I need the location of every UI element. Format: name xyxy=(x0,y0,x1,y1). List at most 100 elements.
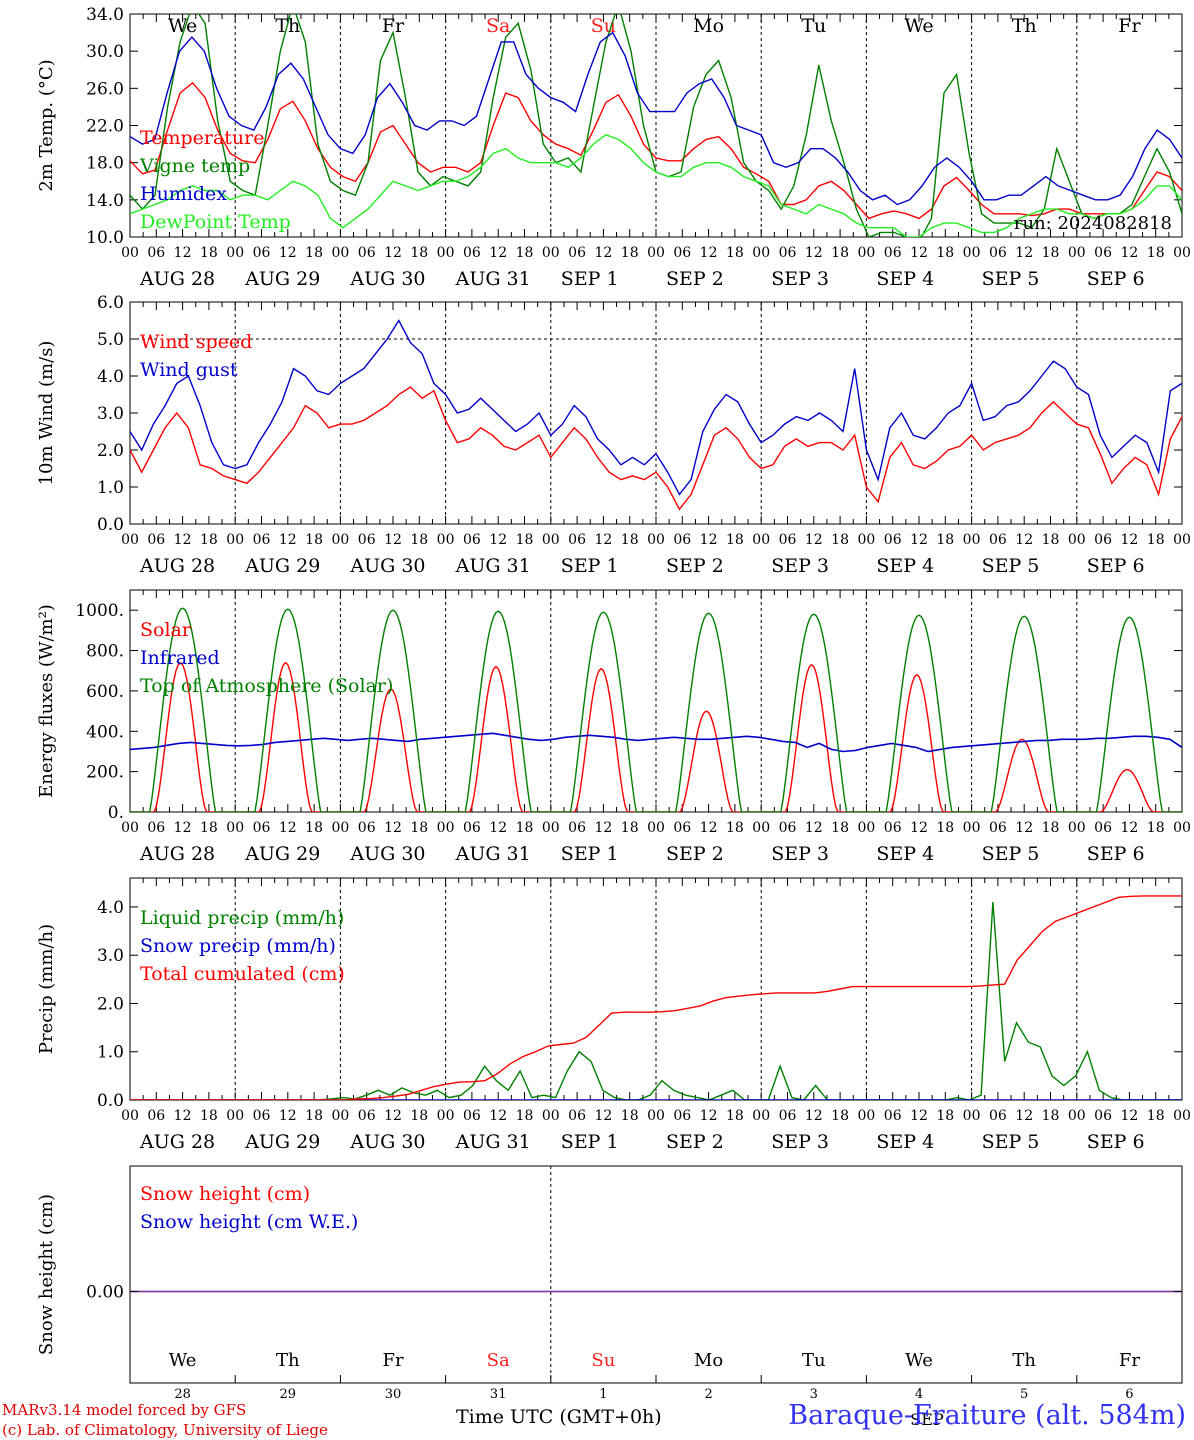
legend-entry: Solar xyxy=(140,619,192,641)
x-hour-label: 12 xyxy=(384,1108,402,1124)
x-hour-label: 18 xyxy=(936,245,954,261)
x-hour-label: 12 xyxy=(700,1108,718,1124)
x-hour-label: 00 xyxy=(121,532,139,548)
x-hour-label: 18 xyxy=(516,820,534,836)
x-date-label: AUG 28 xyxy=(139,268,215,290)
x-hour-label: 00 xyxy=(1173,1108,1191,1124)
x-hour-label: 12 xyxy=(174,532,192,548)
y-tick-label: 200. xyxy=(86,763,124,783)
x-hour-label: 00 xyxy=(857,820,875,836)
x-date-label: SEP 1 xyxy=(561,555,619,577)
series-line xyxy=(130,732,1182,753)
x-hour-label: 00 xyxy=(542,245,560,261)
x-hour-label: 12 xyxy=(700,245,718,261)
x-date-label: SEP 5 xyxy=(982,268,1040,290)
x-date-label: AUG 30 xyxy=(349,268,425,290)
x-date-label: AUG 29 xyxy=(244,1131,320,1153)
x-hour-label: 06 xyxy=(147,532,165,548)
x-hour-label: 00 xyxy=(647,532,665,548)
x-hour-label: 00 xyxy=(752,532,770,548)
x-hour-label: 06 xyxy=(253,1108,271,1124)
x-hour-label: 00 xyxy=(1173,820,1191,836)
date-number: 28 xyxy=(174,1387,191,1402)
y-tick-label: 600. xyxy=(86,682,124,702)
y-tick-label: 3.0 xyxy=(97,404,124,424)
x-date-label: AUG 28 xyxy=(139,843,215,865)
x-hour-label: 06 xyxy=(253,245,271,261)
y-tick-label: 18.0 xyxy=(86,154,124,174)
x-hour-label: 00 xyxy=(1068,1108,1086,1124)
y-tick-label: 400. xyxy=(86,722,124,742)
day-name: Fr xyxy=(1119,1350,1140,1371)
x-hour-label: 18 xyxy=(200,532,218,548)
date-number: 2 xyxy=(704,1387,712,1402)
x-hour-label: 06 xyxy=(463,532,481,548)
date-number: 31 xyxy=(490,1387,507,1402)
x-hour-label: 12 xyxy=(805,532,823,548)
x-hour-label: 00 xyxy=(752,1108,770,1124)
x-hour-label: 06 xyxy=(1094,532,1112,548)
series-line xyxy=(130,895,1182,1100)
x-hour-label: 18 xyxy=(726,532,744,548)
x-date-label: SEP 3 xyxy=(771,268,829,290)
day-name: We xyxy=(168,15,197,37)
footer-credits: MARv3.14 model forced by GFS (c) Lab. of… xyxy=(2,1400,328,1440)
x-hour-label: 00 xyxy=(963,1108,981,1124)
x-date-label: SEP 5 xyxy=(982,843,1040,865)
date-number: 6 xyxy=(1125,1387,1133,1402)
x-date-label: AUG 29 xyxy=(244,268,320,290)
y-tick-label: 1.0 xyxy=(97,478,124,498)
x-hour-label: 18 xyxy=(516,1108,534,1124)
y-axis-label: 10m Wind (m/s) xyxy=(36,341,57,486)
x-hour-label: 12 xyxy=(174,1108,192,1124)
x-hour-label: 00 xyxy=(437,532,455,548)
day-name: Th xyxy=(1012,1350,1036,1371)
y-tick-label: 0.00 xyxy=(86,1283,124,1303)
x-hour-label: 18 xyxy=(621,1108,639,1124)
x-date-label: SEP 2 xyxy=(666,843,724,865)
x-hour-label: 12 xyxy=(1015,532,1033,548)
x-hour-label: 18 xyxy=(410,820,428,836)
x-hour-label: 18 xyxy=(1042,1108,1060,1124)
x-hour-label: 18 xyxy=(1147,820,1165,836)
x-hour-label: 00 xyxy=(857,245,875,261)
x-hour-label: 00 xyxy=(226,1108,244,1124)
x-hour-label: 00 xyxy=(647,820,665,836)
x-date-label: SEP 5 xyxy=(982,555,1040,577)
day-name: Mo xyxy=(694,1350,723,1371)
y-tick-label: 1000. xyxy=(75,601,124,621)
y-axis-label: Energy fluxes (W/m²) xyxy=(36,604,57,798)
y-axis-label: Snow height (cm) xyxy=(36,1194,57,1355)
x-hour-label: 00 xyxy=(1173,245,1191,261)
legend-entry: Liquid precip (mm/h) xyxy=(140,907,344,929)
x-hour-label: 18 xyxy=(410,245,428,261)
day-name: Fr xyxy=(382,1350,403,1371)
x-hour-label: 18 xyxy=(1042,532,1060,548)
day-name: Sa xyxy=(486,15,510,37)
station-name: Baraque-Fraiture (alt. 584m) xyxy=(788,1400,1186,1431)
day-name: Sa xyxy=(487,1350,510,1371)
x-hour-label: 06 xyxy=(884,245,902,261)
x-hour-label: 06 xyxy=(463,820,481,836)
date-number: 5 xyxy=(1020,1387,1028,1402)
x-hour-label: 12 xyxy=(1015,1108,1033,1124)
x-hour-label: 18 xyxy=(936,532,954,548)
x-hour-label: 18 xyxy=(936,1108,954,1124)
x-hour-label: 00 xyxy=(647,245,665,261)
x-hour-label: 12 xyxy=(805,820,823,836)
x-hour-label: 00 xyxy=(331,245,349,261)
date-number: 29 xyxy=(280,1387,297,1402)
x-hour-label: 06 xyxy=(358,245,376,261)
x-hour-label: 00 xyxy=(437,1108,455,1124)
x-hour-label: 00 xyxy=(963,532,981,548)
series-line xyxy=(130,661,1182,812)
x-hour-label: 12 xyxy=(489,1108,507,1124)
date-number: 1 xyxy=(599,1387,607,1402)
x-hour-label: 18 xyxy=(305,820,323,836)
x-hour-label: 18 xyxy=(726,1108,744,1124)
legend-entry: Temperature xyxy=(140,127,264,149)
x-hour-label: 00 xyxy=(857,532,875,548)
date-number: 30 xyxy=(385,1387,402,1402)
x-hour-label: 00 xyxy=(647,1108,665,1124)
x-hour-label: 18 xyxy=(621,820,639,836)
